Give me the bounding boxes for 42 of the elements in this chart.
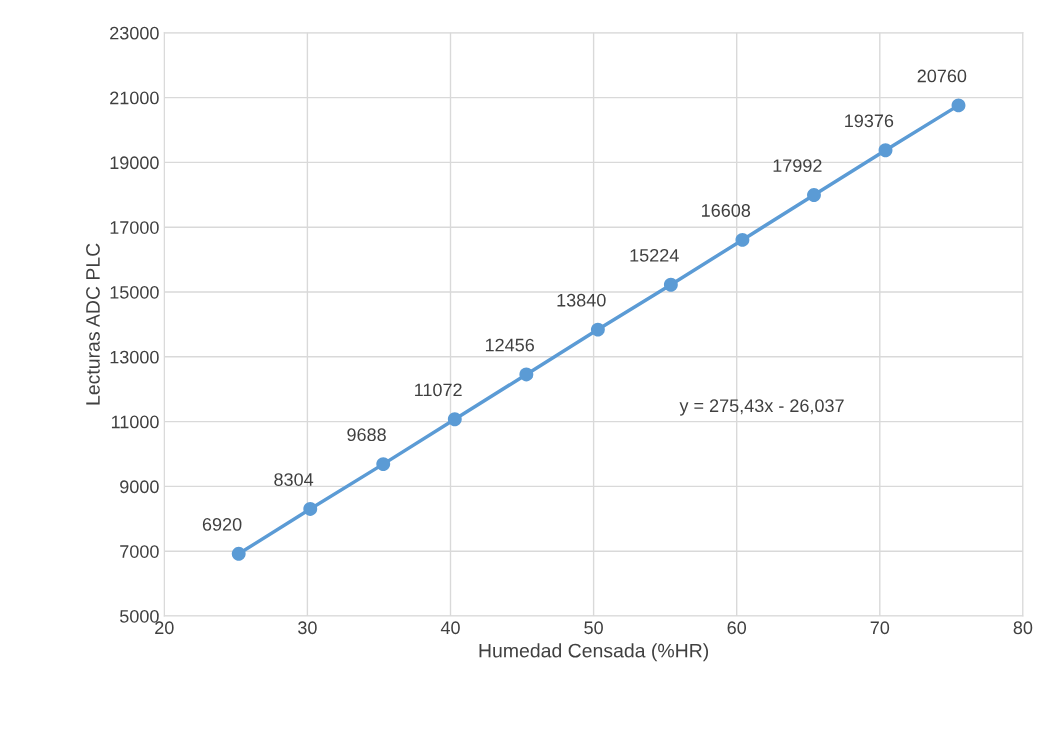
y-tick-label: 23000 (110, 26, 159, 40)
x-tick-label: 30 (298, 621, 317, 635)
x-tick-label: 70 (870, 621, 890, 635)
annotation: y = 275,43x - 26,037 (679, 399, 844, 416)
point (303, 502, 318, 516)
x-tick-label: 60 (727, 621, 747, 635)
point (663, 277, 678, 292)
y-tick-label: 15000 (110, 285, 159, 299)
data-label: 12456 (485, 338, 534, 352)
data-label: 19376 (845, 114, 894, 128)
point (447, 412, 462, 427)
data-label: 13840 (557, 293, 606, 307)
data-label: 15224 (630, 248, 679, 262)
point (951, 98, 966, 113)
y-axis-title: Lecturas ADC PLC (86, 243, 100, 405)
y-tick-label: 7000 (120, 545, 159, 558)
point (519, 367, 534, 382)
x-tick-label: 50 (584, 621, 603, 635)
data-label: 16608 (702, 204, 751, 217)
point (231, 546, 246, 561)
x-tick-label: 20 (155, 621, 174, 635)
data-label: 17992 (773, 159, 822, 173)
y-tick-label: 5000 (120, 609, 159, 623)
data-label: 6920 (202, 518, 242, 531)
point (735, 232, 750, 247)
y-tick-label: 19000 (110, 156, 159, 170)
point (376, 457, 391, 472)
x-axis-title: Humedad Censada (%HR) (479, 643, 709, 662)
y-tick-label: 13000 (110, 350, 159, 364)
y-tick-label: 9000 (120, 480, 159, 494)
x-tick-label: 80 (1013, 621, 1033, 635)
y-tick-label: 11000 (111, 415, 159, 429)
data-label: 9688 (347, 428, 386, 442)
data-label: 20760 (917, 69, 967, 83)
y-tick-label: 17000 (110, 221, 159, 234)
data-label: 11072 (415, 383, 462, 397)
data-label: 8304 (274, 473, 314, 486)
x-tick-label: 40 (440, 621, 460, 635)
point (878, 143, 893, 158)
point (590, 322, 605, 337)
y-tick-label: 21000 (110, 91, 159, 105)
point (807, 188, 821, 203)
